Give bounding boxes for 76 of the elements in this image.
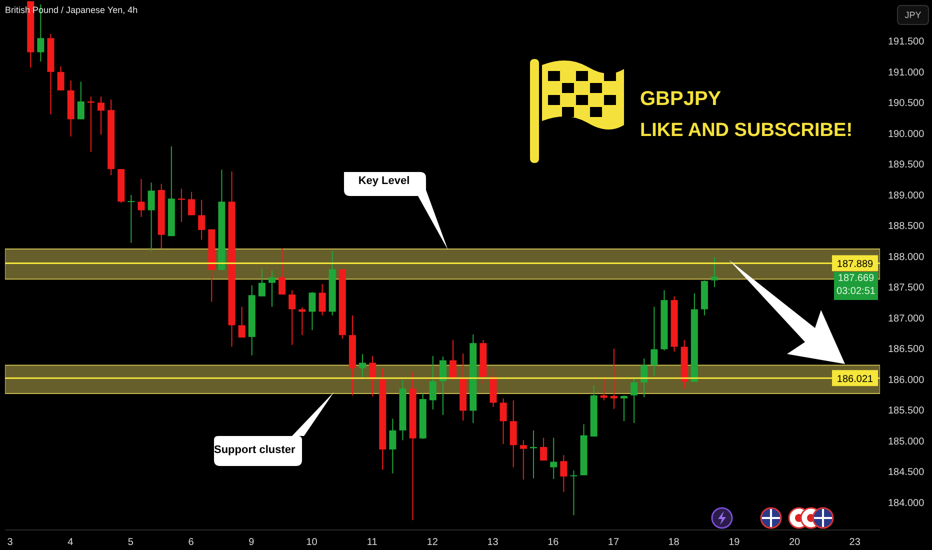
y-tick-label: 188.000 <box>888 252 925 263</box>
y-tick-label: 187.500 <box>888 282 925 294</box>
candlestick <box>268 270 276 308</box>
candlestick <box>560 454 568 492</box>
x-tick-label: 12 <box>426 537 438 548</box>
candlestick <box>359 354 366 378</box>
candlestick <box>550 437 558 480</box>
candlestick <box>258 268 266 297</box>
candlestick <box>640 358 648 398</box>
candlestick <box>389 418 396 474</box>
candlestick <box>288 290 296 346</box>
y-axis-title: JPY <box>897 5 929 25</box>
candlestick <box>148 182 155 252</box>
ref-line-label: 187.889 <box>836 259 874 270</box>
candlestick <box>77 81 84 120</box>
candlestick <box>369 356 376 398</box>
y-tick-label: 191.000 <box>888 67 925 78</box>
annotation: GBPJPY <box>640 88 722 111</box>
candlestick <box>650 306 658 377</box>
y-tick-label: 190.000 <box>888 128 925 140</box>
candlestick <box>570 470 578 516</box>
x-tick-label: 20 <box>788 537 801 548</box>
candlestick <box>178 188 185 222</box>
y-tick-label: 185.500 <box>888 406 925 417</box>
y-tick-label: 184.000 <box>888 498 925 509</box>
x-tick-label: 19 <box>728 537 740 548</box>
y-tick-label: 184.500 <box>888 467 925 478</box>
y-tick-label: 190.500 <box>888 98 925 110</box>
x-tick-label: 5 <box>128 537 134 548</box>
candlestick <box>620 394 628 422</box>
candlestick <box>238 306 246 338</box>
x-tick-label: 13 <box>487 537 499 548</box>
y-tick-label: 188.500 <box>888 221 925 232</box>
candlestick <box>711 256 718 288</box>
y-tick-label: 187.000 <box>888 313 925 324</box>
annotation: Key Level <box>357 175 411 187</box>
x-tick-label: 16 <box>548 537 560 548</box>
candlestick <box>308 292 316 331</box>
candlestick <box>630 378 638 424</box>
x-tick-label: 23 <box>849 537 861 548</box>
x-tick-label: 4 <box>68 537 74 548</box>
candlestick <box>510 400 517 468</box>
y-tick-label: 186.500 <box>888 344 925 356</box>
y-tick-label: 191.500 <box>888 36 925 48</box>
annotation: 187.669 <box>836 272 876 285</box>
annotation: Support cluster <box>214 444 296 456</box>
candlestick <box>57 66 64 91</box>
candlestick <box>318 284 326 316</box>
candlestick <box>98 96 105 136</box>
candlestick <box>429 356 436 410</box>
annotation: LIKE AND SUBSCRIBE! <box>640 120 853 142</box>
x-tick-label: 9 <box>248 537 255 548</box>
candlestick <box>128 194 135 244</box>
candlestick <box>450 340 457 382</box>
y-tick-label: 186.000 <box>888 374 925 386</box>
candlestick <box>278 248 286 296</box>
y-tick-label: 189.000 <box>888 190 925 202</box>
x-tick-label: 10 <box>306 537 318 548</box>
candlestick <box>198 199 206 240</box>
x-tick-label: 3 <box>7 537 14 548</box>
x-tick-label: 6 <box>188 537 194 548</box>
candlestick <box>600 376 608 401</box>
x-tick-label: 11 <box>366 537 378 548</box>
ref-line-label: 186.021 <box>836 374 874 386</box>
candlestick <box>610 348 618 410</box>
y-tick-label: 189.500 <box>888 160 925 171</box>
annotation: 03:02:51 <box>836 285 876 298</box>
candlestick <box>500 398 507 444</box>
x-tick-label: 17 <box>608 537 620 548</box>
candlestick <box>520 440 527 480</box>
candlestick <box>540 437 548 462</box>
candlestick <box>188 191 196 216</box>
candlestick <box>138 178 145 218</box>
x-tick-label: 18 <box>668 537 680 548</box>
y-tick-label: 185.000 <box>888 436 925 448</box>
candlestick <box>439 356 446 416</box>
